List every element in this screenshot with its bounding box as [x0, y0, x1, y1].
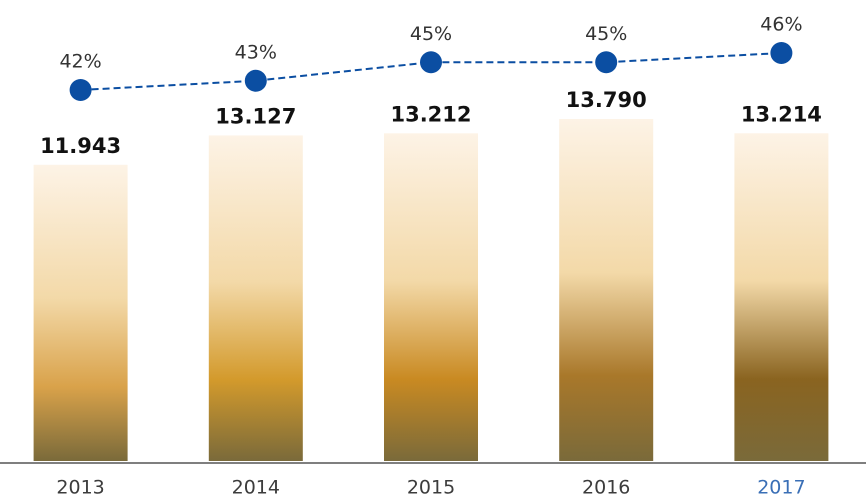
bar-value-label: 13.127 — [215, 104, 296, 128]
bar-value-label: 13.214 — [741, 102, 822, 126]
line-value-label: 46% — [760, 14, 802, 36]
line-point — [245, 70, 267, 92]
bar-value-label: 13.212 — [390, 102, 471, 126]
bar — [559, 119, 653, 461]
line-point — [595, 51, 617, 73]
line-point — [420, 51, 442, 73]
bar — [34, 165, 128, 461]
x-tick-label: 2015 — [407, 477, 455, 499]
bar — [734, 133, 828, 461]
bar-value-label: 13.790 — [566, 88, 647, 112]
chart: 11.943 2013 13.127 2014 13.212 2015 13.790 2016… — [0, 0, 866, 503]
line-value-label: 45% — [410, 23, 452, 45]
line-value-label: 42% — [59, 51, 101, 73]
line-point — [70, 79, 92, 101]
bar-value-label: 11.943 — [40, 134, 121, 158]
bar — [209, 135, 303, 461]
x-tick-label: 2016 — [582, 477, 630, 499]
line-value-label: 43% — [235, 41, 277, 63]
x-tick-label: 2014 — [232, 477, 280, 499]
line-value-label: 45% — [585, 23, 627, 45]
bar — [384, 133, 478, 461]
x-tick-label: 2017 — [757, 477, 805, 499]
x-tick-label: 2013 — [56, 477, 104, 499]
line-point — [770, 42, 792, 64]
